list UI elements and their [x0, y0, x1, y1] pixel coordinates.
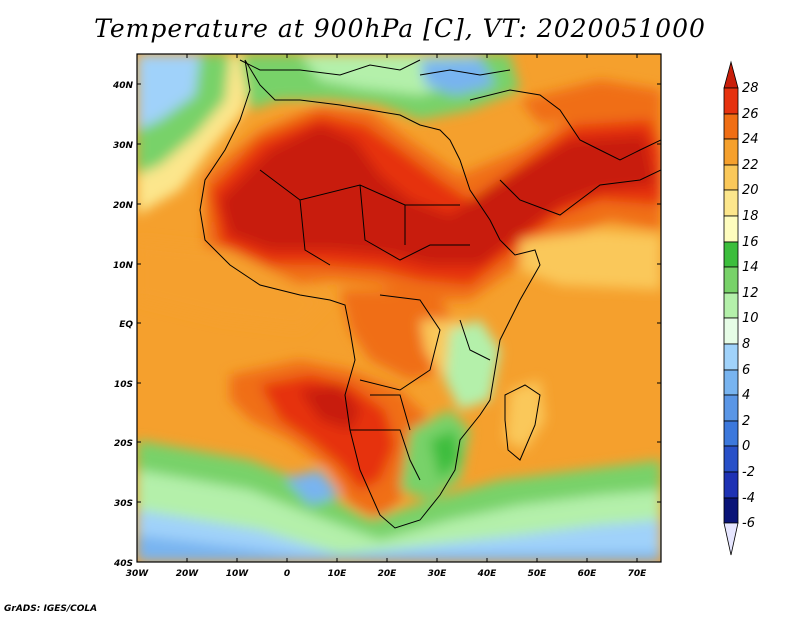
- colorbar-label-8: 8: [742, 337, 750, 352]
- colorbar-swatch-m2-0: [723, 445, 739, 473]
- colorbar-swatch-gt28: [723, 60, 739, 89]
- lat-label-40s: 40S: [113, 559, 133, 569]
- lat-label-eq: EQ: [119, 320, 133, 330]
- temperature-field: [137, 54, 661, 562]
- colorbar-swatch-12-14: [723, 266, 739, 294]
- colorbar-swatch-10-12: [723, 292, 739, 319]
- grads-credit: GrADS: IGES/COLA: [4, 604, 98, 614]
- lat-label-40n: 40N: [112, 81, 134, 91]
- colorbar-label-2: 2: [742, 414, 750, 429]
- colorbar-label-22: 22: [742, 158, 759, 173]
- lat-label-20n: 20N: [113, 201, 134, 211]
- colorbar-swatch-2-4: [723, 394, 739, 422]
- lon-label-30w: 30W: [126, 569, 150, 579]
- lat-label-20s: 20S: [114, 439, 133, 449]
- colorbar-swatch-lt-m6: [723, 522, 739, 556]
- lon-label-30e: 30E: [428, 569, 448, 579]
- colorbar-label-4: 4: [742, 388, 750, 403]
- colorbar-swatch-6-8: [723, 343, 739, 371]
- lon-label-10e: 10E: [328, 569, 348, 579]
- colorbar-swatch-26-28: [723, 87, 739, 115]
- colorbar-swatch-0-2: [723, 420, 739, 447]
- lon-label-0: 0: [284, 569, 290, 579]
- colorbar-swatch-m4-m2: [723, 471, 739, 499]
- lon-label-70e: 70E: [628, 569, 648, 579]
- coastlines: [199, 59, 661, 529]
- colorbar-label-16: 16: [742, 235, 759, 250]
- colorbar-swatch-18-20: [723, 189, 739, 217]
- colorbar-swatch-m6-m4: [723, 497, 739, 524]
- lat-label-10s: 10S: [114, 380, 133, 390]
- colorbar-label-18: 18: [742, 209, 759, 224]
- colorbar-label-6: 6: [742, 363, 750, 378]
- colorbar-swatch-20-22: [723, 164, 739, 191]
- colorbar-swatch-4-6: [723, 369, 739, 396]
- lon-label-20w: 20W: [176, 569, 200, 579]
- colorbar-label-24: 24: [742, 132, 759, 147]
- colorbar-label-10: 10: [742, 311, 759, 326]
- colorbar-label-28: 28: [742, 81, 759, 96]
- colorbar-swatch-8-10: [723, 317, 739, 345]
- colorbar: [723, 60, 739, 556]
- colorbar-label-12: 12: [742, 286, 759, 301]
- lat-label-30n: 30N: [113, 141, 134, 151]
- lon-label-40e: 40E: [477, 569, 498, 579]
- lat-label-10n: 10N: [113, 261, 134, 271]
- colorbar-label-14: 14: [742, 260, 759, 275]
- colorbar-swatch-22-24: [723, 138, 739, 166]
- colorbar-swatch-16-18: [723, 215, 739, 243]
- lon-label-60e: 60E: [578, 569, 598, 579]
- colorbar-label-0: 0: [742, 439, 750, 454]
- colorbar-label-20: 20: [742, 183, 759, 198]
- lon-label-20e: 20E: [378, 569, 398, 579]
- colorbar-swatch-14-16: [723, 241, 739, 268]
- colorbar-label-m2: -2: [742, 465, 755, 480]
- colorbar-swatch-24-26: [723, 113, 739, 140]
- lon-label-10w: 10W: [226, 569, 250, 579]
- lat-label-30s: 30S: [114, 499, 133, 509]
- colorbar-label-26: 26: [742, 107, 759, 122]
- map-frame: [136, 53, 662, 563]
- lon-label-50e: 50E: [528, 569, 548, 579]
- colorbar-label-m4: -4: [742, 491, 755, 506]
- colorbar-label-m6: -6: [742, 516, 755, 531]
- map-title: Temperature at 900hPa [C], VT: 202005100…: [94, 14, 706, 43]
